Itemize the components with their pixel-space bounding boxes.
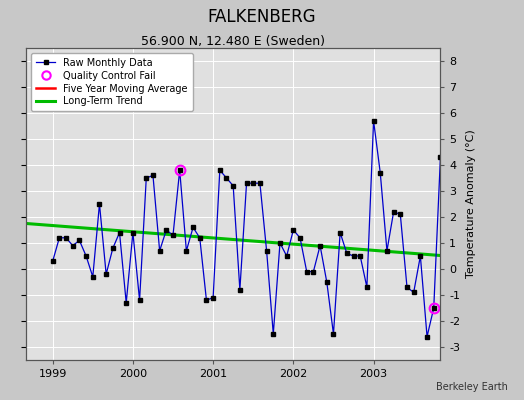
Y-axis label: Temperature Anomaly (°C): Temperature Anomaly (°C) (466, 130, 476, 278)
Text: Berkeley Earth: Berkeley Earth (436, 382, 508, 392)
Text: FALKENBERG: FALKENBERG (208, 8, 316, 26)
Legend: Raw Monthly Data, Quality Control Fail, Five Year Moving Average, Long-Term Tren: Raw Monthly Data, Quality Control Fail, … (31, 53, 192, 111)
Title: 56.900 N, 12.480 E (Sweden): 56.900 N, 12.480 E (Sweden) (141, 35, 325, 48)
